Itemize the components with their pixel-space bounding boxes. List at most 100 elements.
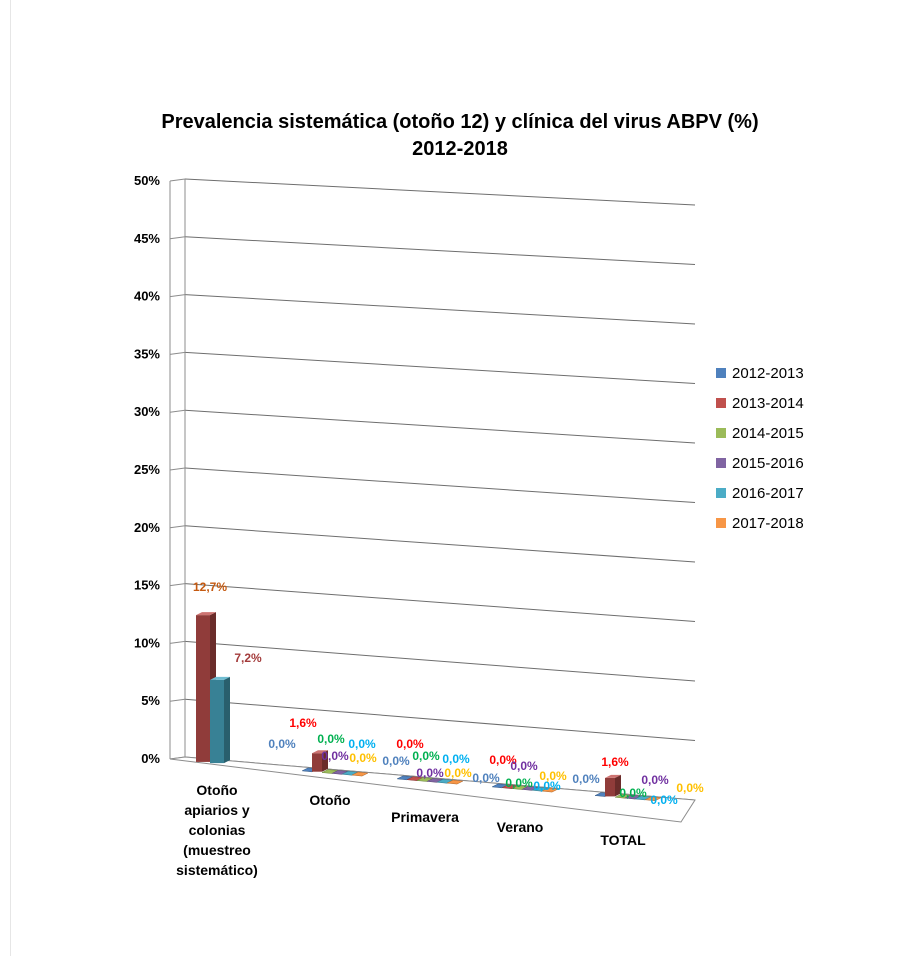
category-label-line: (muestreo <box>183 842 251 858</box>
gridline <box>184 236 696 265</box>
legend-label: 2013-2014 <box>732 395 804 412</box>
bar-side <box>322 750 328 772</box>
bar-side <box>224 676 230 764</box>
category-label-line: Otoño <box>309 792 350 808</box>
legend: 2012-2013 2013-2014 2014-2015 2015-2016 2016… <box>716 365 804 532</box>
legend-item-2015-2016: 2015-2016 <box>716 455 804 472</box>
data-labels: 12,7%7,2%0,0%1,6%0,0%0,0%0,0%0,0% 0,0%0,0… <box>193 580 704 807</box>
data-label: 0,0% <box>510 759 538 773</box>
data-label: 0,0% <box>444 766 472 780</box>
bar-front <box>196 615 210 762</box>
gridline <box>184 583 696 622</box>
data-label: 0,0% <box>650 793 678 807</box>
legend-item-2016-2017: 2016-2017 <box>716 485 804 502</box>
legend-swatch <box>716 398 726 408</box>
y-tick-label: 35% <box>134 346 160 361</box>
y-tick-label: 15% <box>134 578 160 593</box>
bar-top <box>210 676 230 680</box>
category-label-line: colonias <box>189 822 246 838</box>
data-label: 0,0% <box>382 754 410 768</box>
data-label: 0,0% <box>321 749 349 763</box>
gridline <box>184 525 696 563</box>
bar-front <box>210 679 224 764</box>
gridline <box>184 467 696 503</box>
data-label: 0,0% <box>505 776 533 790</box>
data-label: 0,0% <box>641 773 669 787</box>
bar-2013-2014-4 <box>605 774 621 797</box>
category-label: Otoño <box>309 792 350 808</box>
chart-floor <box>169 756 696 823</box>
bar-zero <box>541 787 559 793</box>
data-label: 0,0% <box>317 732 345 746</box>
data-label: 0,0% <box>572 772 600 786</box>
gridlines <box>169 178 696 801</box>
bar-2017-2018-1 <box>351 771 369 777</box>
y-tick-label: 30% <box>134 404 160 419</box>
gridline-depth <box>169 640 186 644</box>
gridline-depth <box>169 294 186 298</box>
data-label: 0,0% <box>268 737 296 751</box>
category-label-line: Verano <box>497 819 544 835</box>
bar-top <box>196 612 216 616</box>
bar-2016-2017-0 <box>210 676 230 764</box>
data-label: 0,0% <box>349 751 377 765</box>
chart-title: Prevalencia sistemática (otoño 12) y clí… <box>161 111 758 133</box>
gridline <box>184 409 696 444</box>
legend-label: 2016-2017 <box>732 485 804 502</box>
category-label: TOTAL <box>600 832 646 848</box>
gridline-depth <box>169 236 186 240</box>
legend-item-2012-2013: 2012-2013 <box>716 365 804 382</box>
data-label: 0,0% <box>442 752 470 766</box>
gridline-depth <box>169 178 186 182</box>
bar-top <box>312 750 328 754</box>
category-label-line: sistemático) <box>176 862 258 878</box>
bar-zero <box>644 796 662 802</box>
legend-swatch <box>716 368 726 378</box>
legend-item-2013-2014: 2013-2014 <box>716 395 804 412</box>
bar-2013-2014-1 <box>312 750 328 772</box>
legend-label: 2017-2018 <box>732 515 804 532</box>
y-tick-label: 10% <box>134 635 160 650</box>
chart-subtitle: 2012-2018 <box>412 138 508 160</box>
x-axis-categories: Otoño apiarios y colonias (muestreo sistemát… <box>176 782 646 878</box>
legend-swatch <box>716 518 726 528</box>
legend-swatch <box>716 488 726 498</box>
legend-item-2017-2018: 2017-2018 <box>716 515 804 532</box>
bar-zero <box>351 771 369 777</box>
data-label: 0,0% <box>348 737 376 751</box>
data-label: 0,0% <box>412 749 440 763</box>
bar-side <box>615 774 621 797</box>
gridline <box>184 294 696 325</box>
gridline <box>184 178 696 206</box>
y-tick-label: 40% <box>134 289 160 304</box>
category-label-line: Primavera <box>391 809 459 825</box>
bar-2017-2018-2 <box>446 779 464 785</box>
gridline <box>184 351 696 384</box>
gridline <box>184 640 696 682</box>
legend-item-2014-2015: 2014-2015 <box>716 425 804 442</box>
data-label: 0,0% <box>539 769 567 783</box>
data-label: 0,0% <box>416 766 444 780</box>
data-label: 0,0% <box>472 771 500 785</box>
data-label: 1,6% <box>601 755 629 769</box>
data-label: 12,7% <box>193 580 227 594</box>
gridline-depth <box>169 583 186 587</box>
bars <box>196 612 662 802</box>
data-label: 0,0% <box>676 781 704 795</box>
y-tick-label: 45% <box>134 231 160 246</box>
data-label: 7,2% <box>234 651 262 665</box>
gridline-depth <box>169 467 186 471</box>
bar-2017-2018-3 <box>541 787 559 793</box>
gridline-depth <box>169 409 186 413</box>
data-label: 1,6% <box>289 716 317 730</box>
category-label-line: TOTAL <box>600 832 646 848</box>
y-tick-label: 25% <box>134 462 160 477</box>
category-label: Otoño apiarios y colonias (muestreo sistemát… <box>176 782 258 878</box>
gridline-depth <box>169 525 186 529</box>
y-tick-label: 20% <box>134 520 160 535</box>
gridline <box>184 698 696 741</box>
legend-label: 2012-2013 <box>732 365 804 382</box>
y-tick-label: 50% <box>134 173 160 188</box>
y-axis: 0% 5% 10% 15% 20% 25% 30% 35% 40% 45% 50% <box>134 173 186 766</box>
